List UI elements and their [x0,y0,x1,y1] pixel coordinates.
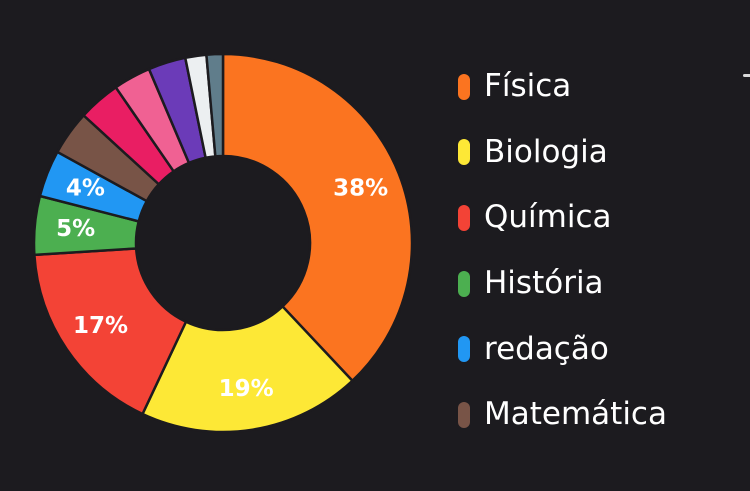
legend-swatch [458,204,470,231]
slice-biologia [141,305,354,434]
legend-swatch [458,73,470,100]
legend-label: Química [484,199,612,236]
slice-labels: 38% 19% 17% 5% 4% [56,176,388,403]
legend-label: Biologia [484,133,608,170]
legend-item[interactable]: Física [458,54,667,120]
legend-item[interactable]: Matemática [458,382,667,448]
legend-label: História [484,265,604,302]
legend-swatch [458,270,470,297]
legend-swatch [458,401,470,428]
slice-física [221,52,414,383]
slice-química [33,247,188,416]
edge-mark [741,70,750,84]
slice-label: 19% [219,376,274,402]
slice-label: 38% [333,176,388,202]
slice-label: 5% [56,216,95,242]
legend-item[interactable]: História [458,251,667,317]
legend-label: Física [484,68,572,105]
legend-item[interactable]: redação [458,316,667,382]
legend-swatch [458,336,470,363]
legend-item[interactable]: Biologia [458,120,667,186]
legend-item[interactable]: Química [458,185,667,251]
donut-chart: 38% 19% 17% 5% 4% [32,52,414,434]
donut-slices [32,52,414,434]
legend: Física Biologia Química História redação Mate… [458,54,667,448]
slice-label: 4% [66,176,105,202]
slice-label: 17% [73,313,128,339]
legend-label: Matemática [484,396,667,433]
legend-label: redação [484,330,609,367]
slice-unlabeled-10 [205,52,225,158]
legend-swatch [458,139,470,166]
